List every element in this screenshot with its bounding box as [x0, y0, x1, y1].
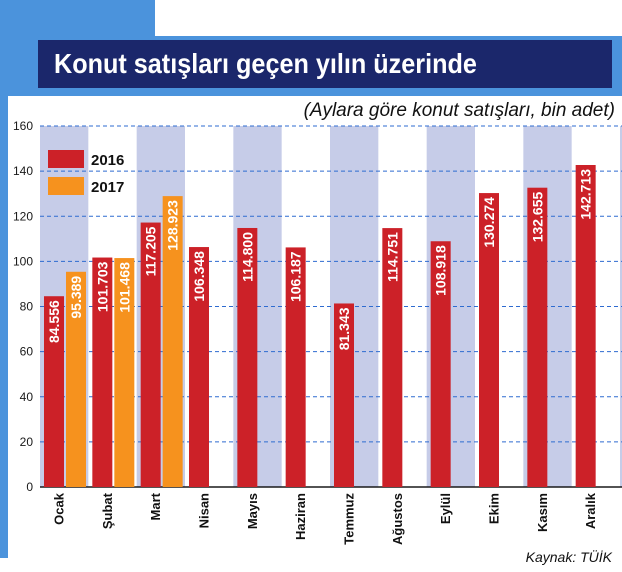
value-label-2016-2: 117.205	[143, 226, 159, 276]
bar-2016-7	[382, 228, 403, 487]
bar-2016-6	[334, 303, 354, 487]
bars	[44, 165, 596, 488]
bar-2016-11	[575, 165, 596, 488]
x-tick-label-4: Mayıs	[245, 493, 260, 529]
chart-subtitle: (Aylara göre konut satışları, bin adet)	[303, 100, 615, 121]
value-label-2016-1: 101.703	[94, 261, 110, 312]
value-label-2017-2: 128.923	[165, 200, 181, 251]
value-label-2016-10: 132.655	[529, 191, 545, 242]
value-label-2016-5: 106.187	[288, 251, 304, 302]
y-tick-label: 20	[20, 435, 34, 449]
title-banner: Konut satışları geçen yılın üzerinde	[38, 40, 612, 88]
x-tick-label-6: Temmuz	[342, 493, 357, 545]
legend-label-2016: 2016	[91, 152, 124, 169]
value-label-2017-0: 95.389	[68, 276, 84, 319]
x-tick-label-8: Eylül	[438, 493, 453, 524]
y-tick-label: 120	[13, 209, 33, 223]
x-tick-label-3: Nisan	[197, 493, 212, 528]
legend-label-2017: 2017	[91, 179, 124, 196]
x-axis: Ocak Şubat Mart Nisan Mayıs Haziran Temmuz Ağus…	[52, 492, 599, 545]
y-axis: 0 20 40 60 80 100 120 140 160	[13, 119, 33, 494]
x-tick-label-0: Ocak	[52, 492, 67, 525]
value-label-2016-0: 84.556	[46, 300, 62, 343]
y-tick-label: 40	[20, 390, 34, 404]
x-tick-label-7: Ağustos	[390, 493, 405, 545]
bar-2016-2	[140, 222, 161, 487]
bar-2017-2	[162, 196, 183, 487]
y-tick-label: 0	[26, 480, 33, 494]
bar-2016-8	[430, 241, 451, 487]
bar-2016-3	[189, 247, 209, 487]
bar-2016-0	[44, 296, 64, 487]
value-label-2016-11: 142.713	[578, 169, 594, 220]
value-label-2017-1: 101.468	[116, 262, 132, 313]
value-label-2016-8: 108.918	[433, 245, 449, 296]
x-tick-label-1: Şubat	[100, 492, 115, 529]
bar-2016-1	[92, 257, 113, 487]
legend: 2016 2017	[48, 150, 124, 196]
y-tick-label: 160	[13, 119, 33, 133]
value-labels: 84.556 101.703 117.205 106.348 114.800 106.18…	[46, 169, 594, 351]
frame-left-strip	[0, 96, 8, 558]
bar-2017-1	[114, 258, 135, 487]
y-tick-label: 60	[20, 345, 34, 359]
chart-title: Konut satışları geçen yılın üzerinde	[54, 48, 477, 79]
legend-swatch-2017	[48, 177, 84, 195]
value-label-2016-7: 114.751	[384, 232, 400, 282]
value-label-2016-6: 81.343	[336, 307, 352, 350]
gridlines	[40, 125, 622, 488]
bar-2016-5	[285, 247, 306, 487]
x-tick-label-9: Ekim	[487, 493, 502, 524]
y-tick-label: 80	[20, 300, 34, 314]
bar-2016-10	[527, 187, 548, 488]
x-tick-label-2: Mart	[148, 492, 163, 520]
value-label-2016-4: 114.800	[239, 232, 255, 282]
legend-swatch-2016	[48, 150, 84, 168]
x-tick-label-11: Aralık	[583, 492, 598, 529]
value-label-2016-3: 106.348	[191, 251, 207, 302]
bar-2016-9	[479, 193, 499, 488]
y-tick-label: 100	[13, 254, 33, 268]
source-note: Kaynak: TÜİK	[525, 549, 612, 565]
x-tick-label-5: Haziran	[293, 493, 308, 540]
bar-2016-4	[237, 227, 258, 488]
bar-2017-0	[66, 271, 86, 487]
x-tick-label-10: Kasım	[535, 493, 550, 532]
value-label-2016-9: 130.274	[481, 197, 497, 248]
y-tick-label: 140	[13, 164, 33, 178]
